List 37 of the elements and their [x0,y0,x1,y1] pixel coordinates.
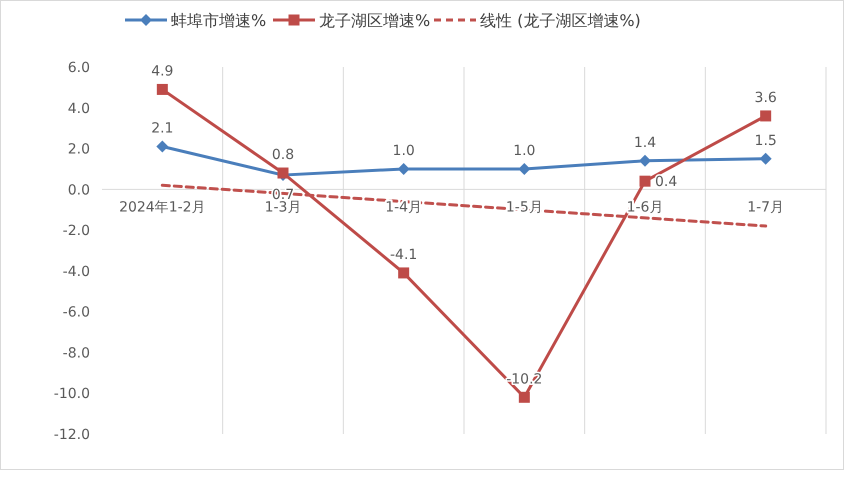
data-label: 0.8 [272,147,294,164]
point [518,392,530,403]
data-label: 3.6 [754,90,777,106]
data-label: 1.0 [513,142,536,159]
legend-label: 蚌埠市增速% [171,11,266,30]
y-tick-label: -6.0 [62,304,90,321]
y-tick-label: -8.0 [62,345,90,362]
point [760,152,772,165]
data-label: 1.0 [392,142,415,159]
data-label: 1.4 [634,134,656,151]
point [398,162,410,175]
data-label: -4.1 [390,246,418,263]
y-tick-label: -2.0 [62,223,90,240]
x-tick-label: 2024年1-2月 [119,199,206,216]
point [398,267,410,278]
y-tick-label: -4.0 [62,264,90,280]
data-label: 1.5 [754,132,777,149]
y-tick-label: 2.0 [68,142,90,158]
y-tick-label: 4.0 [68,100,90,117]
data-label: 4.9 [151,63,174,80]
legend-label: 线性 (龙子湖区增速%) [480,11,641,30]
point [156,84,168,95]
point [640,176,650,187]
x-tick-label: 1-4月 [385,199,422,216]
point [518,162,530,175]
point [278,168,288,179]
data-label: 0.4 [655,174,678,190]
point [760,110,772,122]
y-tick-label: 6.0 [68,60,90,76]
data-label: 2.1 [151,120,174,137]
y-tick-label: -12.0 [54,427,90,443]
y-tick-label: 0.0 [68,182,90,198]
legend-label: 龙子湖区增速% [319,11,430,30]
point [639,154,651,167]
point [156,140,168,153]
y-tick-label: -10.0 [54,386,90,402]
x-tick-label: 1-7月 [747,199,784,216]
